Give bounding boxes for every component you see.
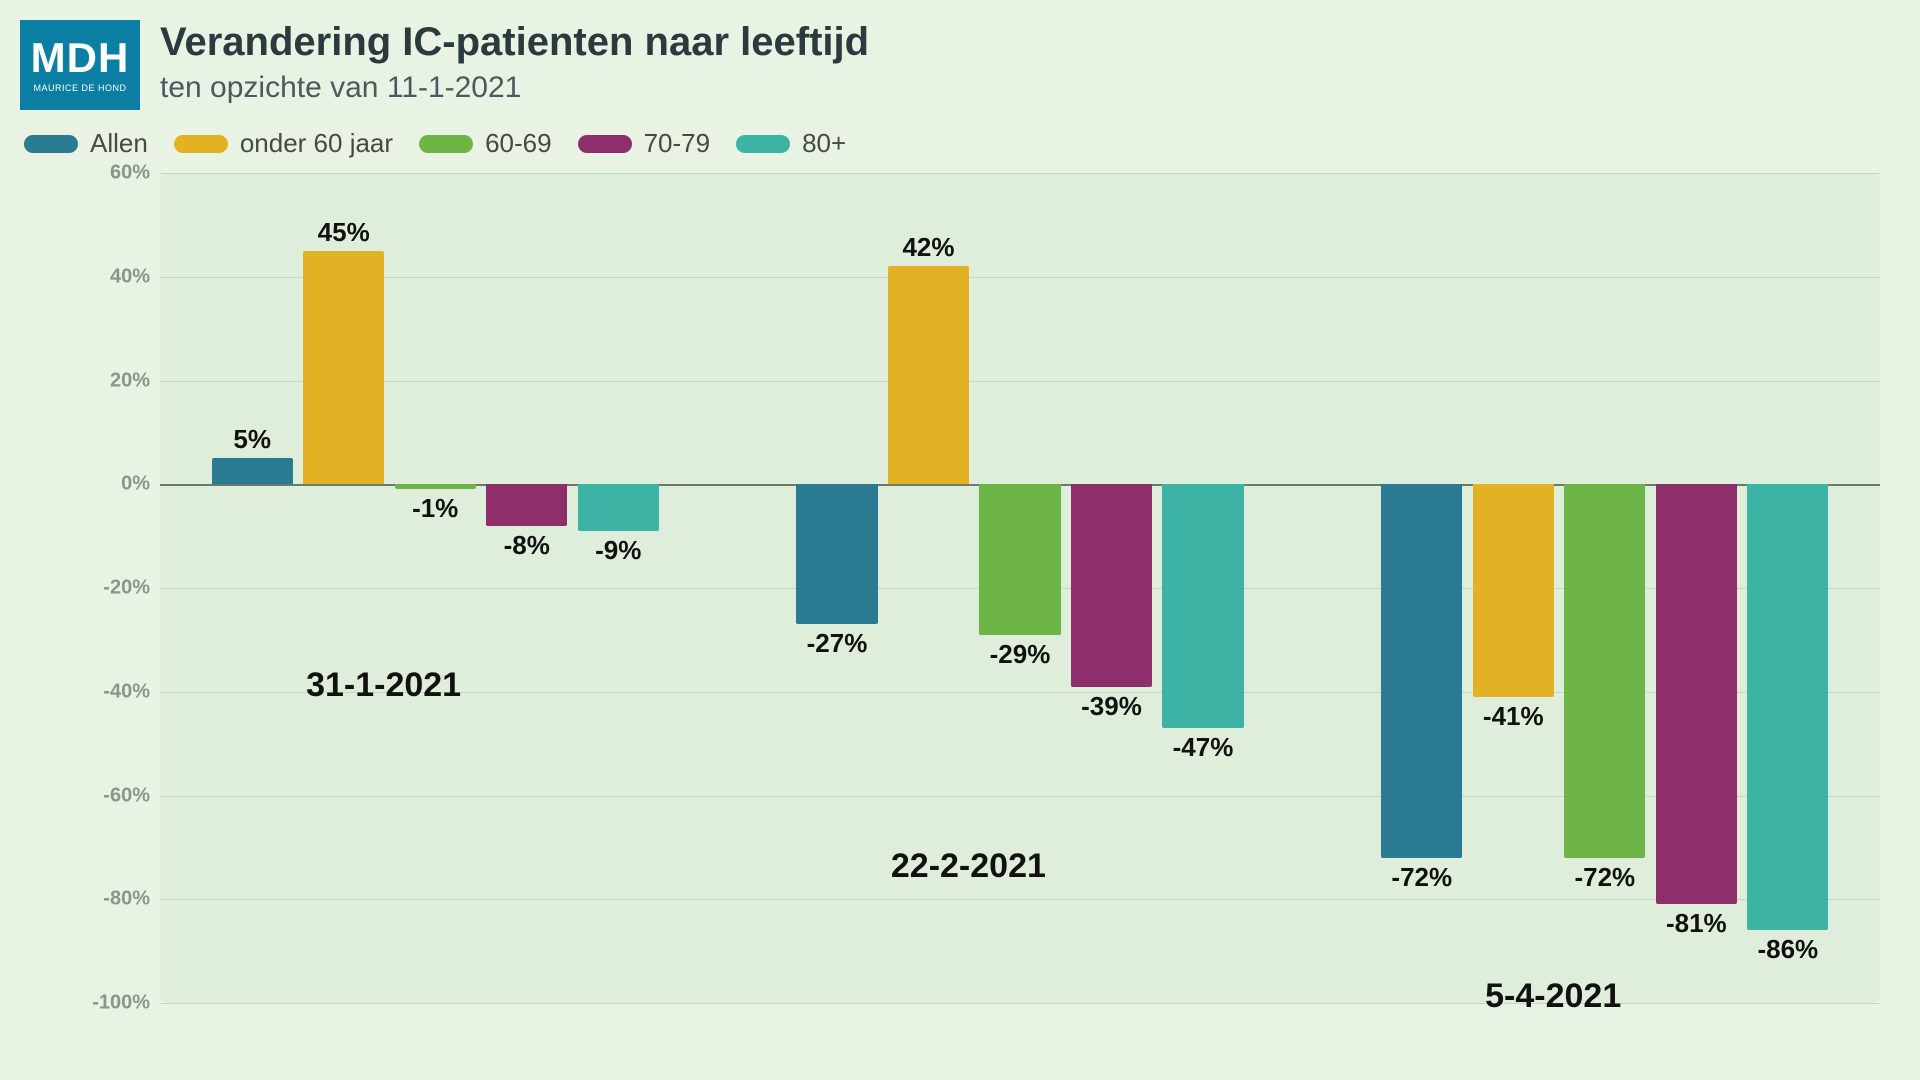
page-title: Verandering IC-patienten naar leeftijd [160, 20, 869, 65]
bar [1071, 484, 1152, 686]
bar-value-label: 42% [902, 232, 954, 263]
gridline [160, 173, 1880, 174]
legend-swatch [578, 135, 632, 153]
bar [888, 266, 969, 484]
bar-value-label: -1% [412, 493, 458, 524]
legend-label: onder 60 jaar [240, 128, 393, 159]
bar [395, 484, 476, 489]
legend-swatch [736, 135, 790, 153]
group-date-label: 5-4-2021 [1485, 977, 1621, 1016]
bar-value-label: -29% [990, 639, 1051, 670]
brand-logo-main: MDH [31, 37, 130, 79]
y-tick-label: 0% [70, 473, 150, 496]
bar-value-label: -27% [807, 628, 868, 659]
legend: Allen onder 60 jaar 60-69 70-79 80+ [24, 128, 1880, 159]
title-block: Verandering IC-patienten naar leeftijd t… [160, 20, 869, 105]
bar-value-label: 5% [233, 424, 271, 455]
bar [1564, 484, 1645, 858]
legend-label: 60-69 [485, 128, 552, 159]
y-tick-label: -80% [70, 888, 150, 911]
y-tick-label: -40% [70, 680, 150, 703]
legend-label: Allen [90, 128, 148, 159]
legend-item: 80+ [736, 128, 846, 159]
brand-logo-sub: MAURICE DE HOND [33, 83, 126, 93]
legend-swatch [24, 135, 78, 153]
bar-value-label: -41% [1483, 701, 1544, 732]
y-tick-label: -100% [70, 992, 150, 1015]
bar [1747, 484, 1828, 930]
legend-swatch [174, 135, 228, 153]
y-tick-label: -20% [70, 577, 150, 600]
bar [796, 484, 877, 624]
gridline [160, 277, 1880, 278]
legend-label: 80+ [802, 128, 846, 159]
bar-value-label: -9% [595, 535, 641, 566]
bar-value-label: -86% [1757, 934, 1818, 965]
legend-swatch [419, 135, 473, 153]
bar [578, 484, 659, 531]
bar [303, 251, 384, 484]
page-subtitle: ten opzichte van 11-1-2021 [160, 71, 869, 105]
bar [212, 458, 293, 484]
legend-item: 70-79 [578, 128, 711, 159]
bar-value-label: -47% [1173, 732, 1234, 763]
legend-item: Allen [24, 128, 148, 159]
bar-value-label: -72% [1574, 862, 1635, 893]
bar-value-label: -39% [1081, 691, 1142, 722]
y-tick-label: 40% [70, 265, 150, 288]
bar [979, 484, 1060, 634]
bar-value-label: -81% [1666, 908, 1727, 939]
bar [486, 484, 567, 526]
group-date-label: 31-1-2021 [306, 666, 461, 705]
chart-plot: 5% 45% -1% -8% -9% 31-1-2021 -27% 42% -29% -39% -4… [160, 173, 1880, 1003]
bar-value-label: -72% [1391, 862, 1452, 893]
y-tick-label: 20% [70, 369, 150, 392]
brand-logo: MDH MAURICE DE HOND [20, 20, 140, 110]
y-tick-label: 60% [70, 162, 150, 185]
legend-item: onder 60 jaar [174, 128, 393, 159]
bar-value-label: 45% [318, 217, 370, 248]
gridline [160, 381, 1880, 382]
bar [1656, 484, 1737, 904]
bar-value-label: -8% [504, 530, 550, 561]
header: MDH MAURICE DE HOND Verandering IC-patie… [20, 20, 1880, 110]
bar [1473, 484, 1554, 697]
gridline [160, 1003, 1880, 1004]
y-tick-label: -60% [70, 784, 150, 807]
group-date-label: 22-2-2021 [891, 847, 1046, 886]
gridline [160, 899, 1880, 900]
legend-item: 60-69 [419, 128, 552, 159]
legend-label: 70-79 [644, 128, 711, 159]
page-root: MDH MAURICE DE HOND Verandering IC-patie… [0, 0, 1920, 1080]
chart-container: Verschuiving t.o.v. de week ervoor 5%45%… [70, 173, 1880, 1003]
bar [1162, 484, 1243, 728]
bar [1381, 484, 1462, 858]
